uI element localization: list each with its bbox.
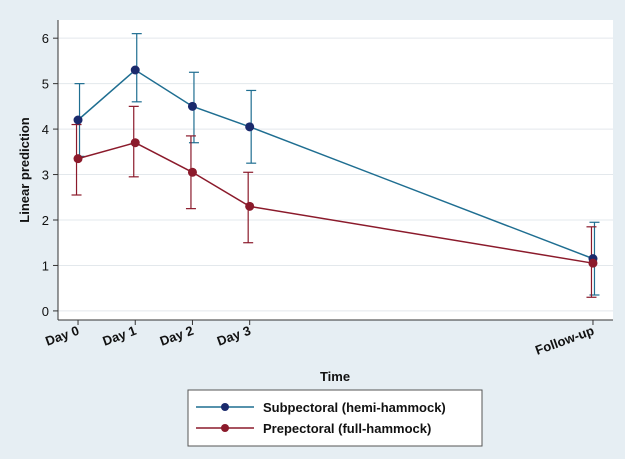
data-point [245,201,255,211]
legend-box [187,389,483,447]
legend-marker-subpectoral [221,403,229,411]
y-axis-title: Linear prediction [17,117,32,223]
data-point [187,101,197,111]
y-tick-label: 0 [42,304,49,319]
x-axis-title: Time [320,369,350,384]
series-group [71,33,600,298]
data-point [73,154,83,164]
data-point [187,167,197,177]
legend: Subpectoral (hemi-hammock) Prepectoral (… [187,389,483,447]
y-tick-label: 3 [42,168,49,183]
y-tick-label: 5 [42,77,49,92]
legend-label-prepectoral: Prepectoral (full-hammock) [263,421,431,436]
y-tick-label: 2 [42,213,49,228]
data-point [73,115,83,125]
legend-label-subpectoral: Subpectoral (hemi-hammock) [263,400,446,415]
y-tick-label: 1 [42,258,49,273]
y-tick-label: 6 [42,31,49,46]
y-axis-ticks: 0 1 2 3 4 5 6 [42,31,58,319]
data-point [588,258,598,268]
y-tick-label: 4 [42,122,49,137]
data-point [245,122,255,132]
plot-area [58,20,613,320]
data-point [130,65,140,75]
legend-marker-prepectoral [221,424,229,432]
data-point [130,138,140,148]
